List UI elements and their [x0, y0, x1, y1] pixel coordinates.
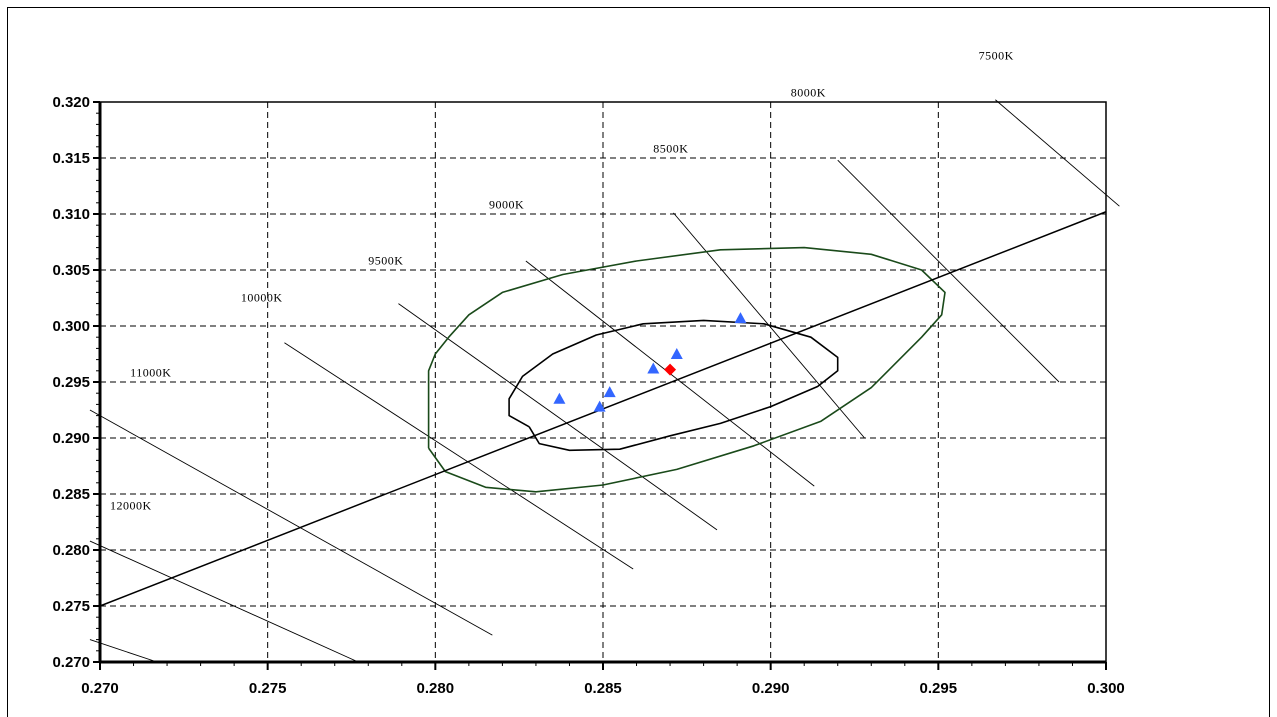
cct-label: 11000K — [130, 365, 171, 379]
cct-label: 8000K — [791, 85, 826, 99]
x-tick-label: 0.270 — [81, 680, 119, 697]
tick-labels: 0.270 0.275 0.280 0.285 0.290 0.295 0.300 0.320… — [52, 94, 1124, 697]
x-tick-label: 0.280 — [417, 680, 455, 697]
diamond-marker — [664, 363, 677, 376]
x-tick-label: 0.290 — [752, 680, 790, 697]
isotemperature-line — [284, 342, 634, 570]
ellipse-outer — [427, 246, 946, 493]
x-tick-label: 0.300 — [1087, 680, 1125, 697]
cct-label: 7500K — [979, 48, 1014, 62]
cct-labels: 7500K 8000K 8500K 9000K 9500K 10000K 11000K 120… — [110, 48, 1014, 513]
cct-label: 8500K — [653, 141, 688, 155]
triangle-marker — [593, 400, 606, 412]
triangle-marker — [734, 312, 747, 324]
isotemperature-line — [89, 540, 359, 663]
isotemperature-line — [837, 159, 1060, 383]
y-tick-label: 0.280 — [52, 542, 90, 559]
y-tick-label: 0.315 — [52, 150, 90, 167]
x-tick-label: 0.275 — [249, 680, 287, 697]
x-tick-label: 0.295 — [920, 680, 958, 697]
triangle-marker — [603, 386, 616, 398]
y-tick-label: 0.275 — [52, 598, 90, 615]
data-markers — [553, 312, 747, 412]
cct-label: 9000K — [489, 197, 524, 211]
cct-label: 9500K — [368, 253, 403, 267]
cct-label: 10000K — [241, 290, 283, 304]
isotemperature-line — [89, 409, 493, 636]
ellipses — [427, 246, 946, 493]
x-tick-label: 0.285 — [584, 680, 622, 697]
y-tick-label: 0.290 — [52, 430, 90, 447]
y-tick-label: 0.285 — [52, 486, 90, 503]
triangle-marker — [670, 348, 683, 359]
y-tick-label: 0.310 — [52, 206, 90, 223]
y-tick-label: 0.300 — [52, 318, 90, 335]
cct-label: 12000K — [110, 499, 152, 513]
isotemperature-line — [995, 99, 1120, 207]
y-tick-label: 0.295 — [52, 374, 90, 391]
grid-lines — [100, 102, 1106, 662]
ellipse-inner — [508, 319, 839, 452]
triangle-marker — [647, 362, 660, 374]
triangle-marker — [553, 392, 566, 404]
y-tick-label: 0.305 — [52, 262, 90, 279]
axes — [93, 101, 1107, 670]
y-tick-label: 0.320 — [52, 94, 90, 111]
isotemperature-line — [398, 303, 718, 531]
y-tick-label: 0.270 — [52, 654, 90, 671]
